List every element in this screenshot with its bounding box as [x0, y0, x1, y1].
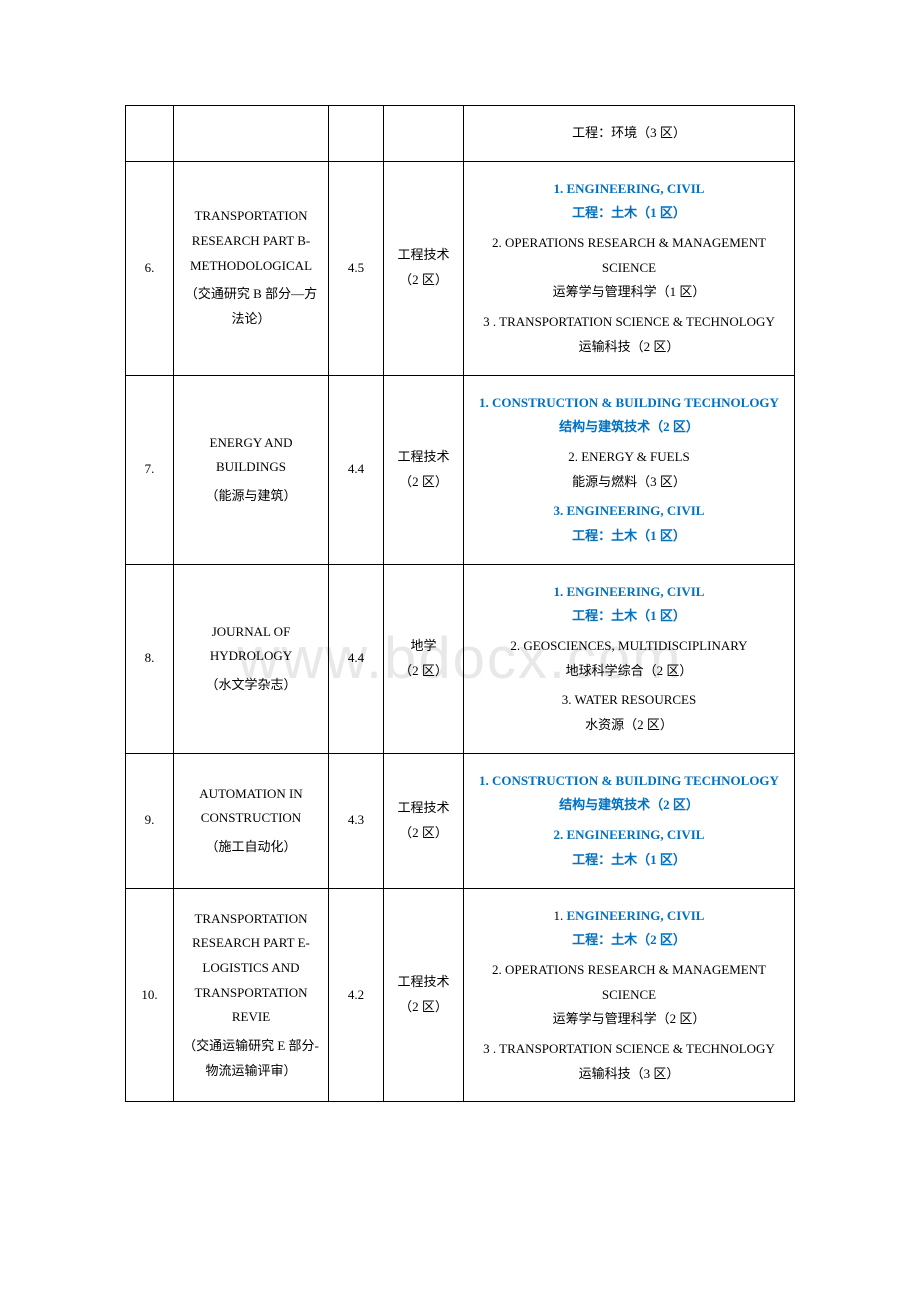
row-number [126, 106, 174, 162]
field-en: 1. ENGINEERING, CIVIL [470, 580, 788, 605]
field-item: 工程：环境（3 区） [470, 121, 788, 146]
category-line: 工程技术（2 区） [390, 445, 457, 494]
journal-title-cn: （水文学杂志） [180, 673, 322, 698]
field-cn: 运筹学与管理科学（2 区） [470, 1007, 788, 1032]
journal-title-cell [174, 106, 329, 162]
field-item: 3. WATER RESOURCES水资源（2 区） [470, 688, 788, 737]
field-item: 1. CONSTRUCTION & BUILDING TECHNOLOGY结构与… [470, 391, 788, 440]
field-cn: 水资源（2 区） [470, 713, 788, 738]
field-en: 1. ENGINEERING, CIVIL [470, 177, 788, 202]
category-cell: 工程技术（2 区） [384, 161, 464, 375]
journal-title-en: TRANSPORTATION RESEARCH PART B-METHODOLO… [180, 204, 322, 278]
field-cn: 工程：土木（1 区） [470, 848, 788, 873]
category-line: 工程技术（2 区） [390, 970, 457, 1019]
field-en: 3. WATER RESOURCES [470, 688, 788, 713]
table-row: 10.TRANSPORTATION RESEARCH PART E-LOGIST… [126, 888, 795, 1102]
row-number: 6. [126, 161, 174, 375]
field-cn: 工程：土木（1 区） [470, 524, 788, 549]
field-cn: 工程：土木（2 区） [470, 928, 788, 953]
field-en: 2. ENGINEERING, CIVIL [470, 823, 788, 848]
category-cell: 地学（2 区） [384, 564, 464, 753]
field-item: 2. OPERATIONS RESEARCH & MANAGEMENT SCIE… [470, 231, 788, 305]
field-item: 1. ENGINEERING, CIVIL工程：土木（1 区） [470, 580, 788, 629]
field-cn: 工程：环境（3 区） [470, 121, 788, 146]
journal-title-en: AUTOMATION IN CONSTRUCTION [180, 782, 322, 831]
category-line: （2 区） [390, 659, 457, 684]
journal-title-cn: （施工自动化） [180, 835, 322, 860]
row-number: 7. [126, 375, 174, 564]
field-item: 2. OPERATIONS RESEARCH & MANAGEMENT SCIE… [470, 958, 788, 1032]
journal-title-cell: TRANSPORTATION RESEARCH PART E-LOGISTICS… [174, 888, 329, 1102]
field-en: 2. OPERATIONS RESEARCH & MANAGEMENT SCIE… [470, 958, 788, 1007]
field-en: 2. ENERGY & FUELS [470, 445, 788, 470]
field-cn: 结构与建筑技术（2 区） [470, 415, 788, 440]
field-cn: 工程：土木（1 区） [470, 201, 788, 226]
field-cn: 结构与建筑技术（2 区） [470, 793, 788, 818]
journal-title-cn: （能源与建筑） [180, 484, 322, 509]
field-cn: 地球科学综合（2 区） [470, 659, 788, 684]
fields-cell: 1. CONSTRUCTION & BUILDING TECHNOLOGY结构与… [464, 753, 795, 888]
field-item: 1. ENGINEERING, CIVIL工程：土木（2 区） [470, 904, 788, 953]
field-item: 2. ENERGY & FUELS能源与燃料（3 区） [470, 445, 788, 494]
category-cell [384, 106, 464, 162]
fields-cell: 1. ENGINEERING, CIVIL工程：土木（2 区） 2. OPERAT… [464, 888, 795, 1102]
category-line: 地学 [390, 634, 457, 659]
field-item: 3. ENGINEERING, CIVIL工程：土木（1 区） [470, 499, 788, 548]
field-en: 1. ENGINEERING, CIVIL [470, 904, 788, 929]
field-item: 1. CONSTRUCTION & BUILDING TECHNOLOGY结构与… [470, 769, 788, 818]
field-cn: 工程：土木（1 区） [470, 604, 788, 629]
journal-title-cn: （交通运输研究 E 部分-物流运输评审） [180, 1034, 322, 1083]
journal-title-cell: TRANSPORTATION RESEARCH PART B-METHODOLO… [174, 161, 329, 375]
journal-table: 工程：环境（3 区）6.TRANSPORTATION RESEARCH PART… [125, 105, 795, 1102]
field-item: 2. GEOSCIENCES, MULTIDISCIPLINARY地球科学综合（… [470, 634, 788, 683]
journal-title-cn: （交通研究 B 部分—方法论） [180, 282, 322, 331]
field-item: 1. ENGINEERING, CIVIL工程：土木（1 区） [470, 177, 788, 226]
category-cell: 工程技术（2 区） [384, 888, 464, 1102]
table-row: 8.JOURNAL OF HYDROLOGY（水文学杂志）4.4地学（2 区）1… [126, 564, 795, 753]
category-line: 工程技术（2 区） [390, 796, 457, 845]
field-item: 3 . TRANSPORTATION SCIENCE & TECHNOLOGY运… [470, 310, 788, 359]
field-cn: 能源与燃料（3 区） [470, 470, 788, 495]
field-en: 3 . TRANSPORTATION SCIENCE & TECHNOLOGY [470, 1037, 788, 1062]
fields-cell: 1. CONSTRUCTION & BUILDING TECHNOLOGY结构与… [464, 375, 795, 564]
category-cell: 工程技术（2 区） [384, 753, 464, 888]
journal-title-en: JOURNAL OF HYDROLOGY [180, 620, 322, 669]
row-number: 10. [126, 888, 174, 1102]
fields-cell: 1. ENGINEERING, CIVIL工程：土木（1 区） 2. OPERAT… [464, 161, 795, 375]
fields-cell: 1. ENGINEERING, CIVIL工程：土木（1 区） 2. GEOSCI… [464, 564, 795, 753]
impact-factor: 4.4 [329, 564, 384, 753]
impact-factor: 4.3 [329, 753, 384, 888]
field-item: 2. ENGINEERING, CIVIL工程：土木（1 区） [470, 823, 788, 872]
category-cell: 工程技术（2 区） [384, 375, 464, 564]
journal-title-cell: AUTOMATION IN CONSTRUCTION （施工自动化） [174, 753, 329, 888]
category-line: 工程技术（2 区） [390, 243, 457, 292]
impact-factor [329, 106, 384, 162]
row-number: 8. [126, 564, 174, 753]
field-cn: 运筹学与管理科学（1 区） [470, 280, 788, 305]
impact-factor: 4.2 [329, 888, 384, 1102]
field-en: 3 . TRANSPORTATION SCIENCE & TECHNOLOGY [470, 310, 788, 335]
field-en: 1. CONSTRUCTION & BUILDING TECHNOLOGY [470, 769, 788, 794]
field-en: 3. ENGINEERING, CIVIL [470, 499, 788, 524]
journal-title-en: TRANSPORTATION RESEARCH PART E-LOGISTICS… [180, 907, 322, 1030]
field-cn: 运输科技（3 区） [470, 1062, 788, 1087]
table-row: 工程：环境（3 区） [126, 106, 795, 162]
row-number: 9. [126, 753, 174, 888]
field-en: 2. OPERATIONS RESEARCH & MANAGEMENT SCIE… [470, 231, 788, 280]
table-row: 9.AUTOMATION IN CONSTRUCTION（施工自动化）4.3工程… [126, 753, 795, 888]
field-en: 2. GEOSCIENCES, MULTIDISCIPLINARY [470, 634, 788, 659]
journal-title-cell: ENERGY AND BUILDINGS （能源与建筑） [174, 375, 329, 564]
field-cn: 运输科技（2 区） [470, 335, 788, 360]
table-row: 6.TRANSPORTATION RESEARCH PART B-METHODO… [126, 161, 795, 375]
impact-factor: 4.5 [329, 161, 384, 375]
impact-factor: 4.4 [329, 375, 384, 564]
fields-cell: 工程：环境（3 区） [464, 106, 795, 162]
journal-title-en: ENERGY AND BUILDINGS [180, 431, 322, 480]
table-row: 7.ENERGY AND BUILDINGS （能源与建筑） 4.4工程技术（2 区… [126, 375, 795, 564]
field-en: 1. CONSTRUCTION & BUILDING TECHNOLOGY [470, 391, 788, 416]
journal-title-cell: JOURNAL OF HYDROLOGY （水文学杂志） [174, 564, 329, 753]
field-item: 3 . TRANSPORTATION SCIENCE & TECHNOLOGY运… [470, 1037, 788, 1086]
